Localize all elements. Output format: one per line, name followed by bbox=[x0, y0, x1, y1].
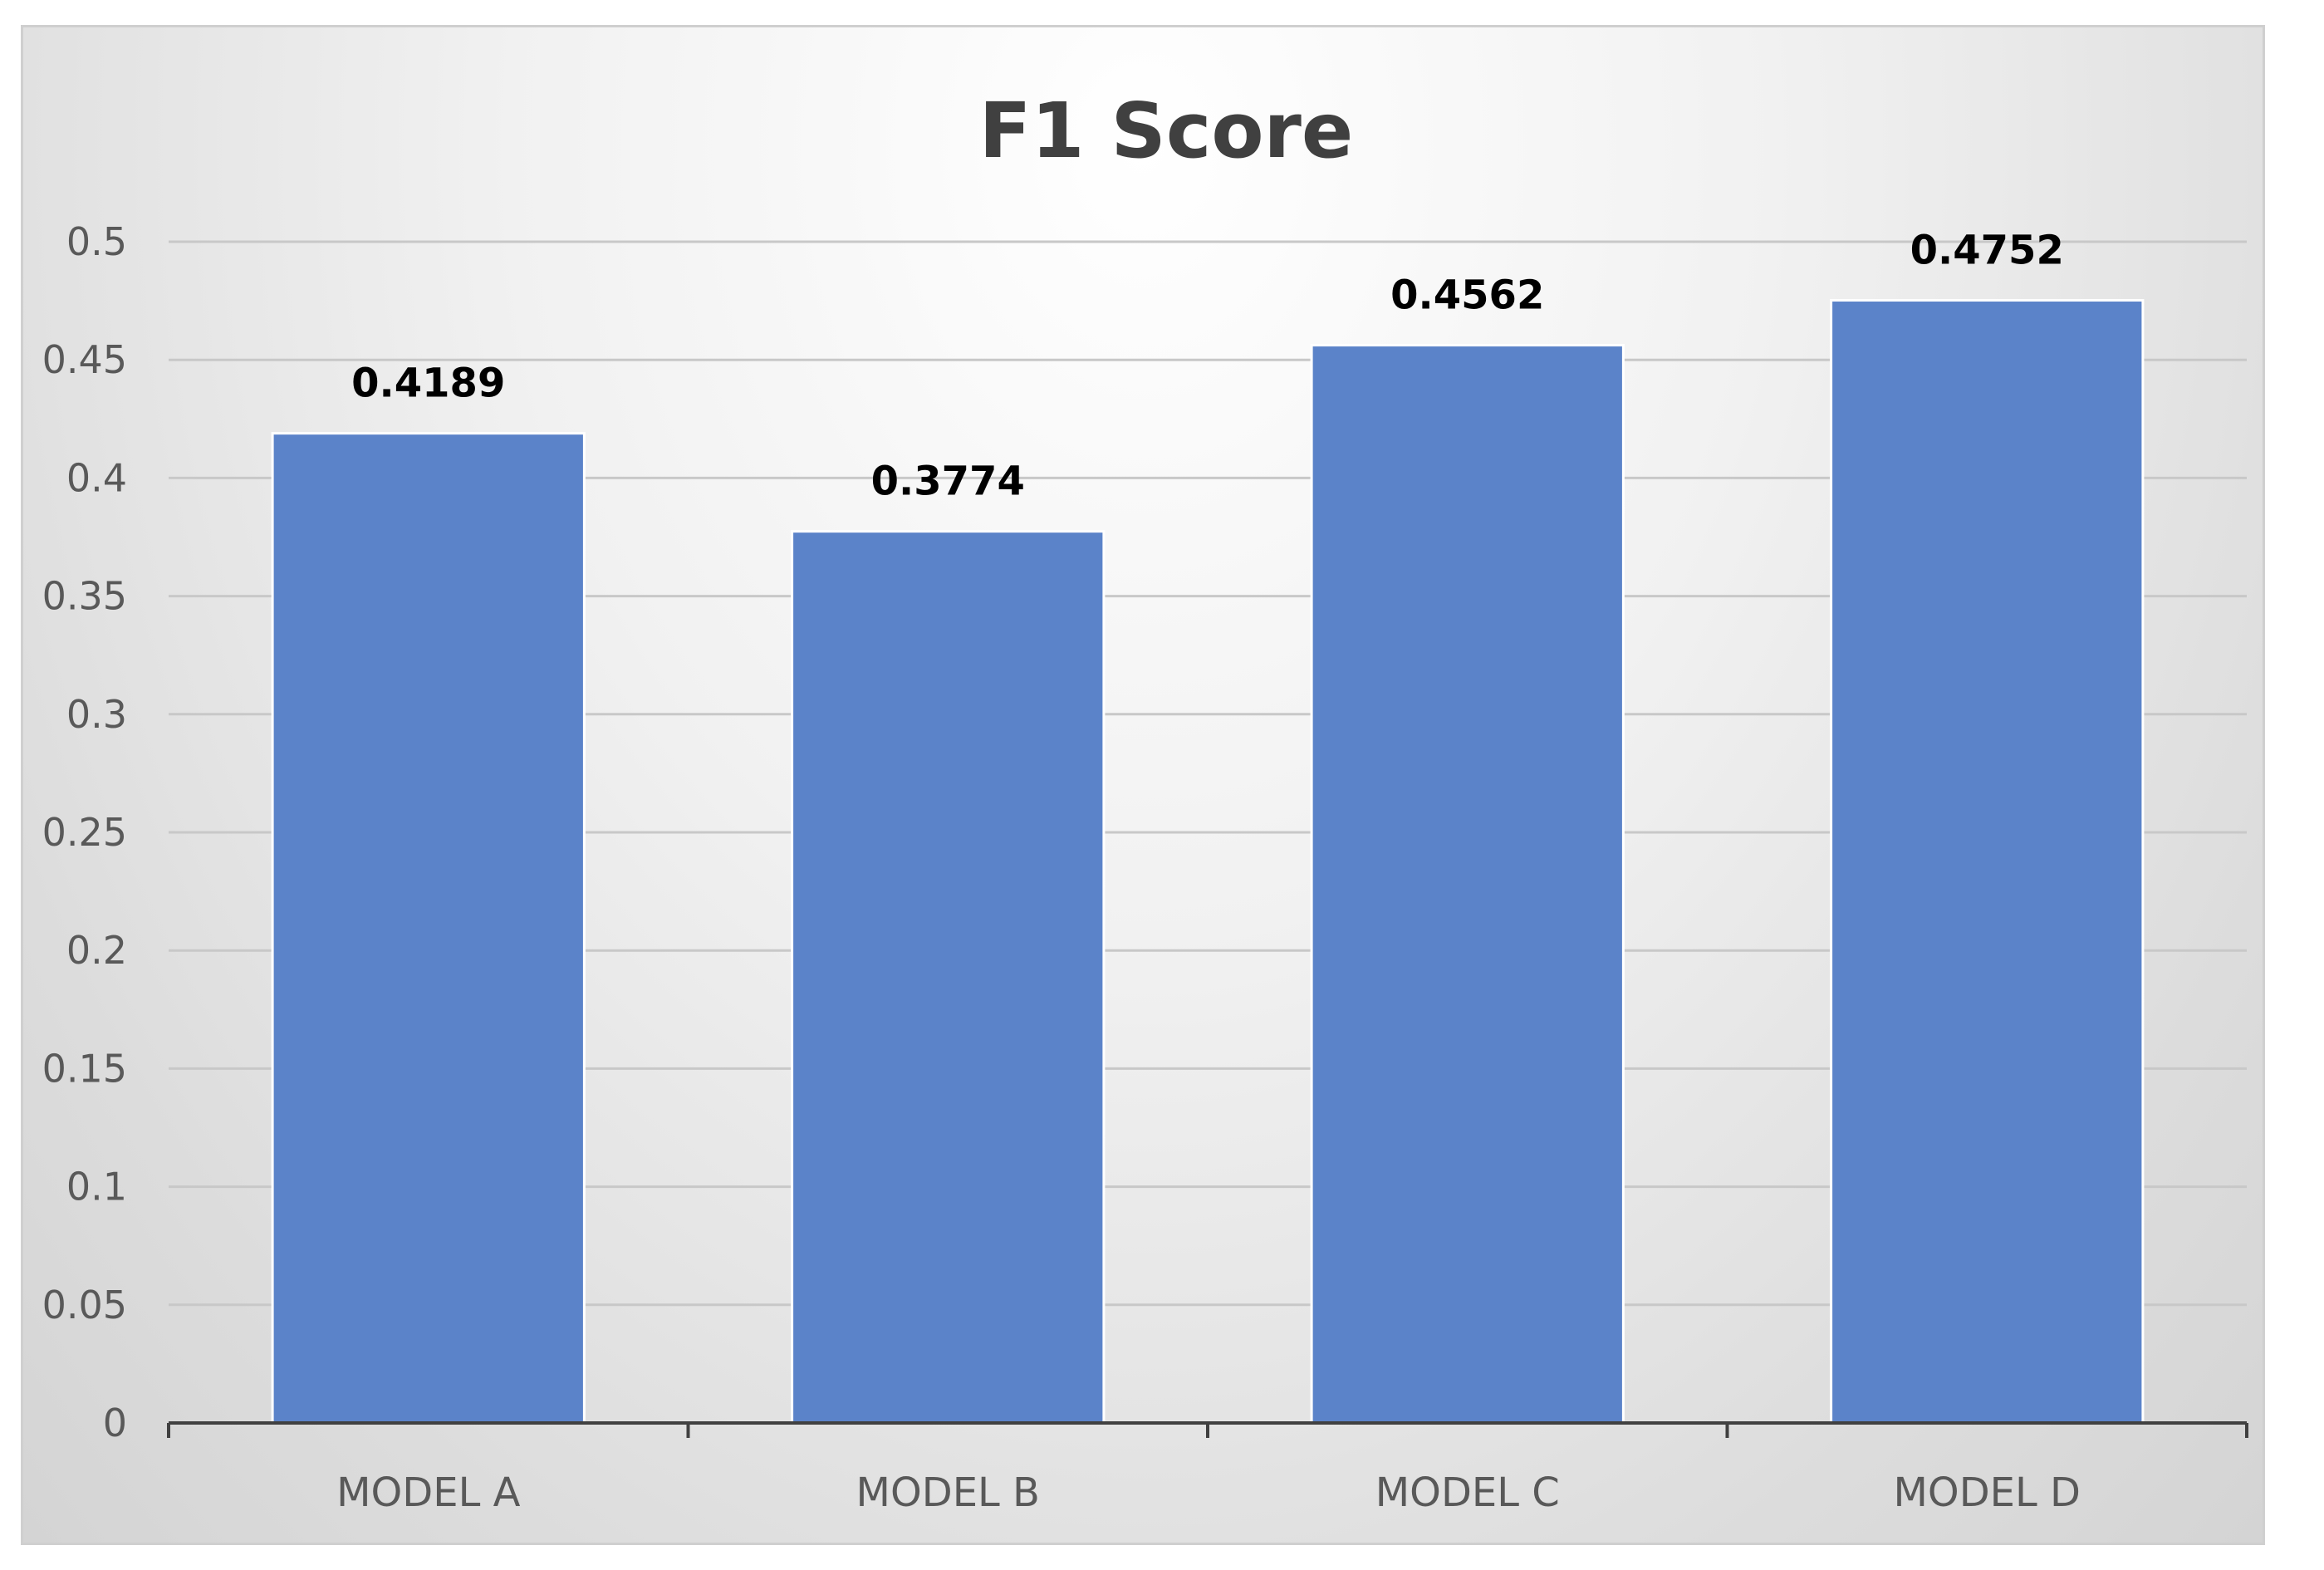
y-axis-tick-labels: 0 0.05 0.1 0.15 0.2 0.25 0.3 0.35 0.4 0.45 0.5 bbox=[42, 219, 127, 1445]
data-label: 0.3774 bbox=[871, 459, 1025, 505]
x-category-label: MODEL D bbox=[1894, 1469, 2081, 1516]
y-tick-label: 0.15 bbox=[42, 1046, 127, 1091]
chart-title: F1 Score bbox=[979, 86, 1354, 175]
y-tick-label: 0.4 bbox=[66, 455, 127, 500]
x-category-label: MODEL A bbox=[336, 1469, 520, 1516]
y-tick-label: 0.25 bbox=[42, 810, 127, 855]
data-label: 0.4189 bbox=[351, 361, 505, 407]
y-tick-label: 0.2 bbox=[66, 928, 127, 973]
bar-model-c bbox=[1310, 344, 1625, 1425]
y-tick-label: 0.3 bbox=[66, 692, 127, 737]
y-tick-label: 0.05 bbox=[42, 1283, 127, 1327]
x-category-label: MODEL C bbox=[1375, 1469, 1560, 1516]
data-labels: 0.4189 0.3774 0.4562 0.4752 bbox=[351, 228, 2064, 505]
bar-chart: F1 Score 0 0.05 0.1 0.15 0.2 0.25 0.3 0.35 0.4 0.… bbox=[42, 86, 2248, 1516]
bar-model-b bbox=[791, 530, 1106, 1425]
y-tick-label: 0 bbox=[103, 1401, 127, 1445]
x-category-label: MODEL B bbox=[856, 1469, 1040, 1516]
x-axis-category-labels: MODEL A MODEL B MODEL C MODEL D bbox=[336, 1469, 2081, 1516]
y-tick-label: 0.1 bbox=[66, 1165, 127, 1209]
bars bbox=[271, 299, 2145, 1425]
bar-model-d bbox=[1830, 299, 2145, 1425]
y-tick-label: 0.45 bbox=[42, 337, 127, 382]
chart-frame: F1 Score 0 0.05 0.1 0.15 0.2 0.25 0.3 0.35 0.4 0.… bbox=[21, 25, 2265, 1545]
y-tick-label: 0.5 bbox=[66, 219, 127, 264]
data-label: 0.4562 bbox=[1390, 272, 1544, 319]
x-axis bbox=[167, 1421, 2248, 1438]
y-tick-label: 0.35 bbox=[42, 574, 127, 619]
bar-model-a bbox=[271, 432, 586, 1425]
data-label: 0.4752 bbox=[1910, 228, 2064, 274]
